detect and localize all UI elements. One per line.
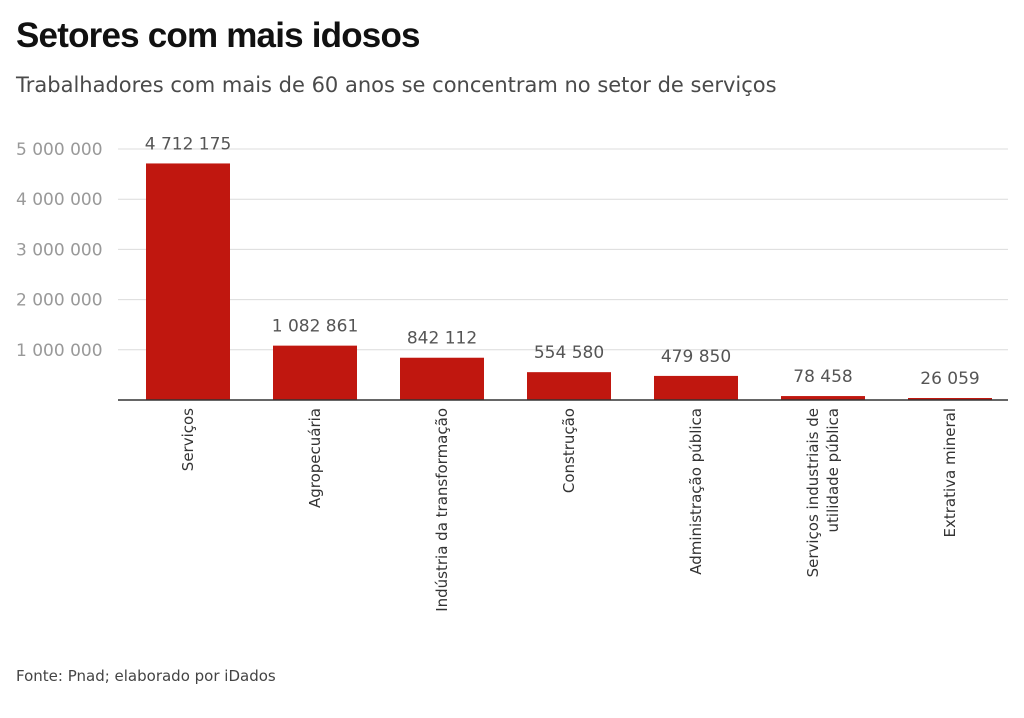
data-label: 26 059 — [920, 369, 979, 389]
y-tick-label: 2 000 000 — [16, 291, 103, 311]
x-tick-label-line: Agropecuária — [306, 408, 324, 508]
bar — [527, 372, 611, 400]
y-tick-label: 4 000 000 — [16, 190, 103, 210]
bar — [908, 398, 992, 400]
y-tick-label: 1 000 000 — [16, 341, 103, 361]
x-tick-label: Serviços industriais de utilidade pública — [804, 408, 842, 577]
x-tick-label: Construção — [560, 408, 578, 493]
x-tick-label: Indústria da transformação — [433, 408, 451, 612]
data-label: 1 082 861 — [272, 317, 359, 337]
x-tick-label-line: Serviços industriais de — [804, 408, 822, 577]
data-label: 554 580 — [534, 343, 604, 363]
data-label: 78 458 — [793, 367, 852, 387]
x-tick-label-line: Construção — [560, 408, 578, 493]
x-tick-label-line: Indústria da transformação — [433, 408, 451, 612]
data-label: 4 712 175 — [145, 134, 232, 154]
x-tick-label: Agropecuária — [306, 408, 324, 508]
x-tick-label: Administração pública — [687, 408, 705, 575]
chart-subtitle: Trabalhadores com mais de 60 anos se con… — [16, 73, 777, 97]
x-tick-label: Extrativa mineral — [941, 408, 959, 538]
bar — [146, 163, 230, 400]
source-note: Fonte: Pnad; elaborado por iDados — [16, 667, 276, 685]
bar — [654, 375, 738, 400]
bar — [781, 396, 865, 400]
chart-title: Setores com mais idosos — [16, 16, 421, 55]
bar — [400, 357, 484, 400]
x-tick-label-line: Extrativa mineral — [941, 408, 959, 538]
bar — [273, 345, 357, 400]
y-tick-label: 3 000 000 — [16, 240, 103, 260]
x-tick-label-line: Serviços — [179, 408, 197, 471]
y-tick-label: 5 000 000 — [16, 140, 103, 160]
data-label: 479 850 — [661, 347, 731, 367]
x-tick-label: Serviços — [179, 408, 197, 471]
bar-chart: 1 000 000 2 000 000 3 000 000 4 000 000 5 00… — [16, 134, 1008, 612]
x-tick-label-line: utilidade pública — [824, 408, 842, 532]
x-tick-label-line: Administração pública — [687, 408, 705, 575]
data-label: 842 112 — [407, 329, 477, 349]
